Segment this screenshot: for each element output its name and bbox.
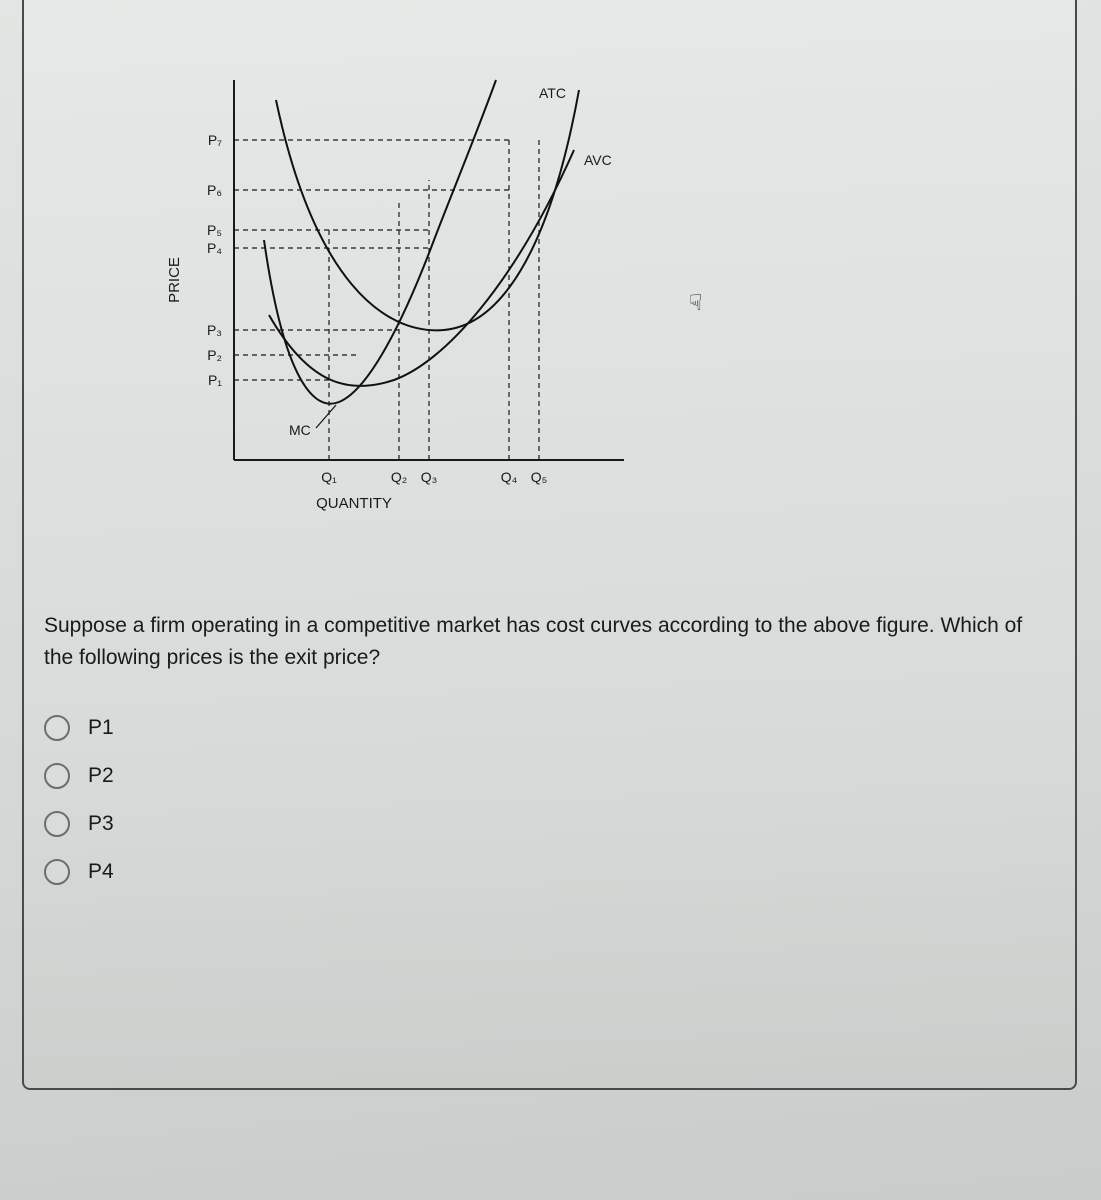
svg-text:P₃: P₃: [207, 322, 222, 338]
page: P₇ P₆ P₅ P₄ P₃ P₂ P₁ Q₁ Q₂ Q₃ Q₄ Q₅ MC ATC AVC PRICE QUA…: [0, 0, 1101, 1200]
svg-text:P₆: P₆: [207, 182, 222, 198]
svg-text:ATC: ATC: [539, 85, 566, 101]
svg-text:P₅: P₅: [207, 222, 222, 238]
radio-icon[interactable]: [44, 715, 70, 741]
svg-text:P₇: P₇: [208, 132, 222, 148]
radio-icon[interactable]: [44, 763, 70, 789]
option-label: P2: [88, 764, 114, 788]
cost-curve-chart: P₇ P₆ P₅ P₄ P₃ P₂ P₁ Q₁ Q₂ Q₃ Q₄ Q₅ MC ATC AVC PRICE QUA…: [104, 20, 744, 580]
radio-icon[interactable]: [44, 859, 70, 885]
svg-text:AVC: AVC: [584, 152, 612, 168]
option-p2[interactable]: P2: [44, 763, 1075, 789]
svg-text:P₁: P₁: [208, 372, 222, 388]
svg-text:Q₁: Q₁: [321, 469, 337, 485]
question-text: Suppose a firm operating in a competitiv…: [24, 580, 1075, 683]
svg-text:MC: MC: [289, 422, 311, 438]
svg-text:Q₅: Q₅: [531, 469, 548, 485]
svg-text:Q₂: Q₂: [391, 469, 407, 485]
option-p4[interactable]: P4: [44, 859, 1075, 885]
option-label: P4: [88, 860, 114, 884]
question-card: P₇ P₆ P₅ P₄ P₃ P₂ P₁ Q₁ Q₂ Q₃ Q₄ Q₅ MC ATC AVC PRICE QUA…: [22, 0, 1077, 1090]
option-label: P3: [88, 812, 114, 836]
option-p1[interactable]: P1: [44, 715, 1075, 741]
options-list: P1 P2 P3 P4: [24, 683, 1075, 885]
svg-text:QUANTITY: QUANTITY: [316, 495, 392, 512]
option-p3[interactable]: P3: [44, 811, 1075, 837]
svg-text:P₂: P₂: [207, 347, 222, 363]
svg-text:Q₃: Q₃: [421, 469, 438, 485]
svg-text:PRICE: PRICE: [166, 257, 183, 303]
option-label: P1: [88, 716, 114, 740]
svg-text:Q₄: Q₄: [501, 469, 518, 485]
radio-icon[interactable]: [44, 811, 70, 837]
pointer-icon: ☟: [689, 290, 702, 316]
svg-text:P₄: P₄: [207, 240, 222, 256]
